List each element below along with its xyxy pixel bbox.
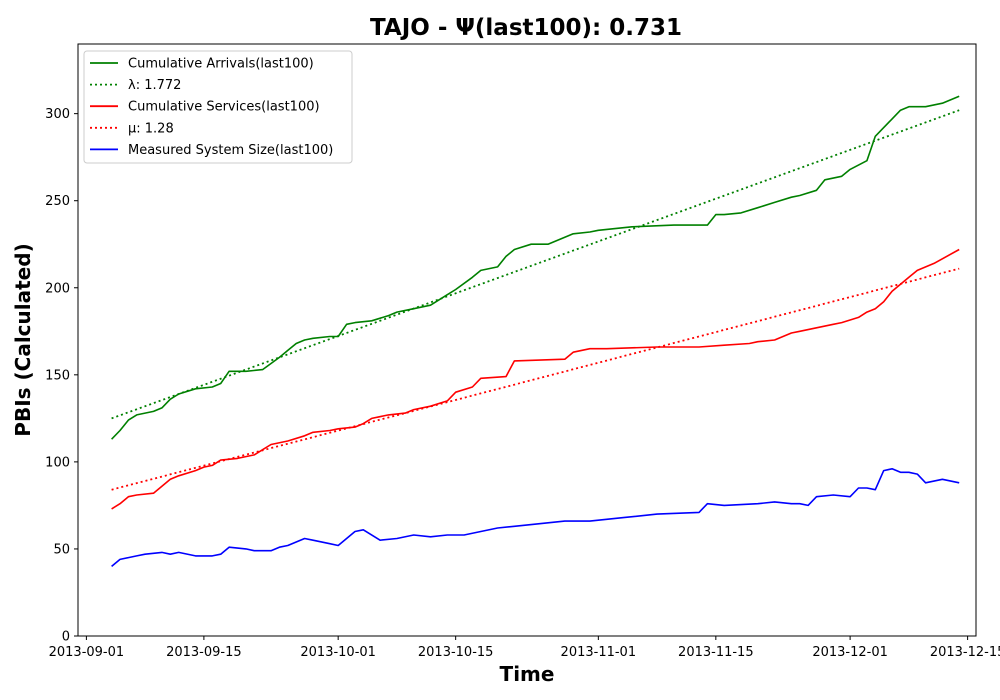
series-line-4 (111, 467, 960, 568)
x-tick-label: 2013-11-01 (561, 645, 637, 660)
y-tick-label: 100 (45, 455, 70, 470)
legend-label-0: Cumulative Arrivals(last100) (128, 57, 314, 72)
x-tick-label: 2013-12-01 (812, 645, 888, 660)
legend-label-1: λ: 1.772 (128, 78, 181, 93)
x-tick-label: 2013-09-15 (166, 645, 242, 660)
series-line-1 (111, 109, 960, 420)
x-tick-label: 2013-11-15 (678, 645, 754, 660)
x-tick-label: 2013-10-01 (300, 645, 376, 660)
x-tick-label: 2013-10-15 (418, 645, 494, 660)
legend-label-2: Cumulative Services(last100) (128, 100, 320, 115)
x-tick-label: 2013-12-15 (930, 645, 1000, 660)
y-tick-label: 200 (45, 281, 70, 296)
series-line-0 (111, 95, 960, 440)
chart-title: TAJO - Ψ(last100): 0.731 (370, 15, 682, 41)
y-tick-label: 0 (62, 630, 70, 645)
y-tick-label: 250 (45, 194, 70, 209)
x-axis-title: Time (500, 662, 555, 686)
legend: Cumulative Arrivals(last100) λ: 1.772 Cumu… (83, 50, 353, 164)
legend-label-3: μ: 1.28 (128, 121, 174, 136)
y-axis-title: PBIs (Calculated) (11, 243, 35, 436)
plot-frame (77, 43, 977, 637)
legend-frame (83, 50, 353, 164)
x-tick-label: 2013-09-01 (49, 645, 125, 660)
series-line-2 (111, 248, 960, 510)
plot-area: 0 50 100 150 200 250 300 2013-09-01 2013-09-15 20… (45, 95, 1000, 660)
y-tick-label: 50 (53, 542, 70, 557)
series-line-3 (111, 267, 960, 491)
y-tick-label: 150 (45, 368, 70, 383)
y-tick-label: 300 (45, 107, 70, 122)
legend-label-4: Measured System Size(last100) (128, 143, 333, 158)
